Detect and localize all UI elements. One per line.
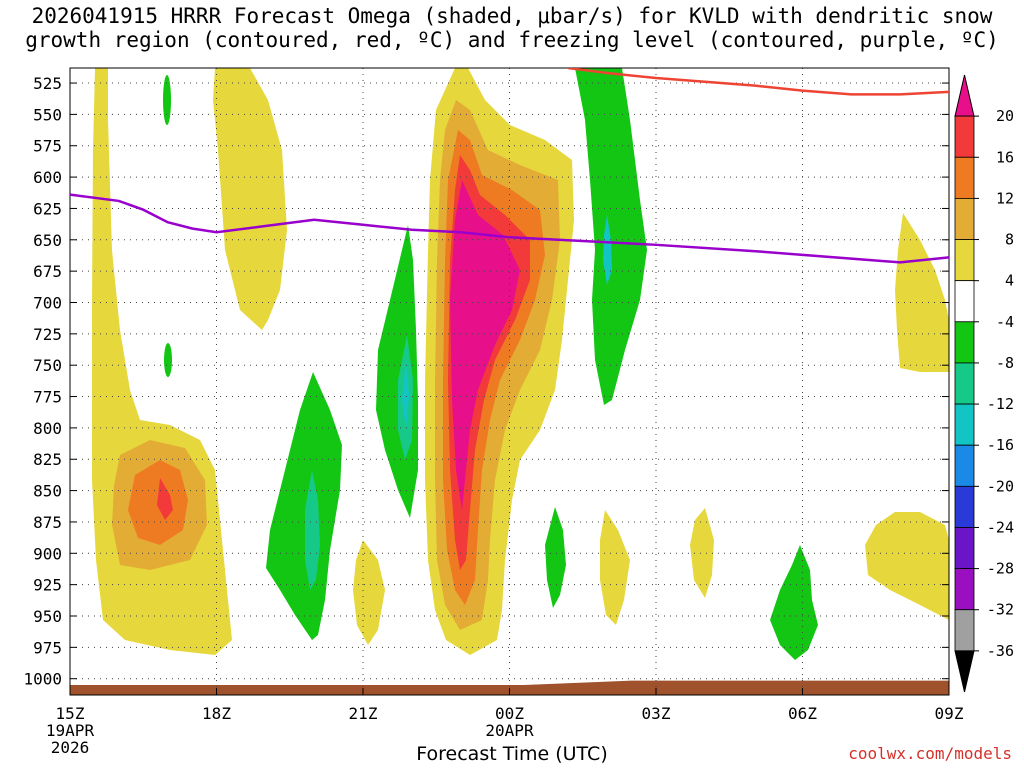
colorbar-bin [954,650,975,693]
colorbar-bin [954,280,975,323]
y-tick-label: 650 [33,231,62,250]
y-tick-label: 575 [33,137,62,156]
omega-area-negative-4 [164,343,172,377]
omega-area-positive-4 [213,68,287,330]
colorbar-label: -28 [987,560,1014,578]
omega-area-positive-4 [690,508,714,598]
colorbar-label: 20 [996,107,1014,125]
y-tick-label: 875 [33,513,62,532]
omega-area-positive-4 [865,512,949,620]
credit-text: coolwx.com/models [848,744,1012,763]
colorbar-label: 16 [996,148,1014,166]
chart-title-line-2: growth region (contoured, red, ºC) and f… [25,28,999,52]
omega-area-negative-4 [266,372,342,640]
colorbar-bin [954,444,975,487]
x-axis-title: Forecast Time (UTC) [416,743,608,765]
colorbar-bin [954,568,975,611]
x-tick-sublabel: 2026 [51,738,90,757]
colorbar-label: -4 [996,313,1014,331]
x-tick-label: 18Z [202,704,231,723]
colorbar-bin [954,197,975,240]
x-tick-label: 09Z [935,704,964,723]
colorbar-bin [954,239,975,282]
y-tick-label: 750 [33,356,62,375]
colorbar-bin [954,156,975,199]
dendritic-growth-region-contour [567,68,949,96]
grid [70,68,949,695]
colorbar-label: 12 [996,189,1014,207]
colorbar-label: 4 [1005,272,1014,290]
omega-area-positive-4 [600,510,630,625]
omega-area-negative-4 [575,68,647,405]
colorbar-label: -8 [996,354,1014,372]
y-tick-label: 850 [33,482,62,501]
colorbar-label: -16 [987,436,1014,454]
y-tick-label: 1000 [23,670,62,689]
x-tick-label: 21Z [349,704,378,723]
freezing-level-contour [70,193,949,264]
y-axis: 525 550 575 600 625 650 675 700 725 750 775 800 825 8… [23,74,949,689]
colorbar-bin [954,74,975,117]
colorbar-bin [954,403,975,446]
omega-area-negative-12 [402,360,409,430]
x-tick-label: 06Z [788,704,817,723]
y-tick-label: 900 [33,544,62,563]
colorbar-bin [954,321,975,364]
y-tick-label: 925 [33,576,62,595]
y-tick-label: 600 [33,168,62,187]
x-tick-label: 03Z [642,704,671,723]
y-tick-label: 700 [33,293,62,312]
colorbar-label: -12 [987,395,1014,413]
omega-area-negative-4 [163,75,171,125]
y-tick-label: 950 [33,607,62,626]
y-tick-label: 625 [33,199,62,218]
y-tick-label: 725 [33,325,62,344]
y-tick-label: 525 [33,74,62,93]
colorbar-bin [954,362,975,405]
omega-area-negative-8 [305,470,320,590]
colorbar-bin [954,609,975,652]
omega-area-negative-12 [603,215,612,285]
omega-area-positive-20 [450,180,520,510]
omega-area-negative-4 [545,507,566,608]
colorbar-bin [954,115,975,158]
omega-area-negative-4 [770,545,818,660]
omega-area-positive-16 [157,478,173,520]
x-tick-label: 15Z [56,704,85,723]
y-tick-label: 775 [33,388,62,407]
colorbar-label: -20 [987,477,1014,495]
y-tick-label: 675 [33,262,62,281]
y-tick-label: 800 [33,419,62,438]
x-tick-label: 00Z [495,704,524,723]
y-tick-label: 825 [33,450,62,469]
colorbar-label: 8 [1005,231,1014,249]
x-tick-sublabel: 20APR [485,721,534,740]
colorbar: 20 16 12 8 4 -4 -8 -12 -16 -20 -24 -28 -32 -36 [954,74,1014,693]
colorbar-label: -36 [987,642,1014,660]
omega-area-positive-4 [353,540,385,645]
colorbar-label: -24 [987,518,1014,536]
colorbar-bin [954,527,975,570]
x-tick-sublabel: 19APR [46,721,95,740]
chart-title-line-1: 2026041915 HRRR Forecast Omega (shaded, … [31,4,993,28]
omega-shading [92,68,949,660]
colorbar-bin [954,485,975,528]
chart-title: 2026041915 HRRR Forecast Omega (shaded, … [0,4,1024,52]
y-tick-label: 550 [33,105,62,124]
ground-surface [70,680,949,695]
omega-area-positive-4 [895,213,949,372]
colorbar-label: -32 [987,601,1014,619]
y-tick-label: 975 [33,638,62,657]
